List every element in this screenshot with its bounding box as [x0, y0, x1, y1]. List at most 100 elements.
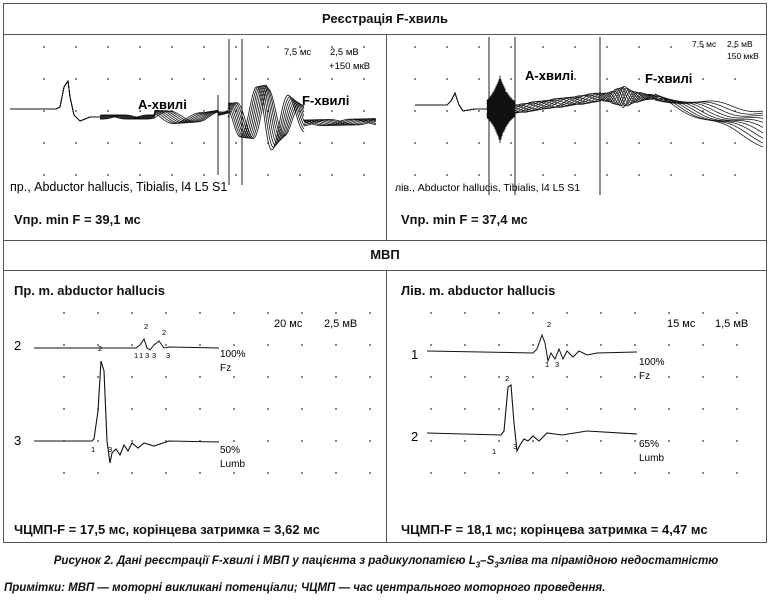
grid-dots — [63, 312, 371, 474]
grid-dot — [670, 174, 672, 176]
grid-dot — [542, 174, 544, 176]
grid-dot — [369, 408, 371, 410]
figure-table: Реєстрація F-хвиль 7,5 мс 2,5 мВ +150 мк… — [3, 3, 767, 543]
grid-dot — [335, 344, 337, 346]
grid-dot — [464, 376, 466, 378]
grid-dot — [638, 110, 640, 112]
grid-dot — [267, 472, 269, 474]
fwave-left-traces: 7,5 мс 2,5 мВ +150 мкВ А-хвилі F-хвилі п… — [10, 39, 377, 194]
grid-dot — [702, 376, 704, 378]
marker: 3 — [145, 351, 149, 360]
fwave-result: Vпр. min F = 39,1 мс — [14, 212, 141, 227]
grid-dot — [600, 344, 602, 346]
grid-dot — [63, 408, 65, 410]
grid-dot — [668, 312, 670, 314]
grid-dot — [498, 376, 500, 378]
grid-dot — [702, 312, 704, 314]
grid-dot — [638, 174, 640, 176]
grid-dot — [369, 312, 371, 314]
grid-dot — [299, 46, 301, 48]
grid-dot — [600, 312, 602, 314]
mep-result: ЧЦМП-F = 18,1 мс; корінцева затримка = 4… — [401, 522, 708, 537]
grid-dot — [267, 376, 269, 378]
grid-dot — [532, 312, 534, 314]
grid-dot — [267, 408, 269, 410]
grid-dot — [736, 472, 738, 474]
grid-dot — [446, 78, 448, 80]
grid-dot — [668, 376, 670, 378]
grid-dot — [566, 376, 568, 378]
grid-dot — [638, 78, 640, 80]
grid-dot — [43, 46, 45, 48]
trace-number: 1 — [411, 347, 418, 362]
trace-path — [415, 75, 764, 135]
grid-dot — [414, 174, 416, 176]
fwave-right-traces: 7,5 мс 2,5 мВ 150 мкВ А-хвилі F-хвилі лі… — [395, 37, 764, 195]
grid-dot — [199, 472, 201, 474]
grid-dot — [634, 312, 636, 314]
trace-path — [10, 79, 377, 144]
muscle-label: лів., Abductor hallucis, Tibialis, l4 L5… — [395, 182, 580, 194]
grid-dot — [335, 408, 337, 410]
grid-dot — [600, 472, 602, 474]
grid-dot — [566, 440, 568, 442]
scale-amplitude-2: 150 мкВ — [727, 51, 759, 61]
divider — [386, 270, 387, 543]
grid-dot — [363, 46, 365, 48]
grid-dot — [267, 78, 269, 80]
grid-dot — [107, 110, 109, 112]
grid-dot — [600, 376, 602, 378]
grid-dot — [542, 46, 544, 48]
marker: 1 — [139, 351, 143, 360]
grid-dot — [702, 408, 704, 410]
grid-dot — [199, 312, 201, 314]
grid-dot — [736, 312, 738, 314]
grid-dot — [171, 142, 173, 144]
muscle-label: пр., Abductor hallucis, Tibialis, l4 L5 … — [10, 180, 227, 194]
grid-dot — [734, 142, 736, 144]
grid-dot — [464, 440, 466, 442]
grid-dot — [139, 46, 141, 48]
grid-dot — [478, 110, 480, 112]
grid-dot — [542, 78, 544, 80]
grid-dot — [267, 344, 269, 346]
grid-dot — [301, 376, 303, 378]
grid-dot — [331, 142, 333, 144]
grid-dot — [414, 46, 416, 48]
trace-number: 3 — [14, 433, 21, 448]
grid-dot — [446, 142, 448, 144]
grid-dot — [414, 110, 416, 112]
section-title-mep: МВП — [370, 247, 400, 262]
trace-number: 2 — [14, 338, 21, 353]
grid-dot — [606, 174, 608, 176]
grid-dot — [736, 344, 738, 346]
marker: 1 — [91, 445, 95, 454]
grid-dot — [203, 46, 205, 48]
trace-path — [10, 79, 376, 140]
trace-path — [426, 333, 638, 363]
marker: 3 — [152, 351, 156, 360]
grid-dot — [363, 174, 365, 176]
grid-dot — [542, 110, 544, 112]
grid-dot — [43, 174, 45, 176]
marker: 3 — [513, 442, 517, 451]
grid-dot — [335, 472, 337, 474]
trace-path — [415, 78, 764, 144]
grid-dot — [233, 408, 235, 410]
grid-dot — [131, 408, 133, 410]
grid-dot — [702, 78, 704, 80]
scale-time: 7,5 мс — [284, 47, 311, 58]
grid-dot — [267, 440, 269, 442]
grid-dot — [235, 142, 237, 144]
grid-dot — [75, 78, 77, 80]
grid-dot — [566, 408, 568, 410]
grid-dot — [331, 110, 333, 112]
grid-dot — [464, 408, 466, 410]
grid-dot — [446, 46, 448, 48]
grid-dot — [107, 174, 109, 176]
grid-dot — [63, 472, 65, 474]
grid-dot — [736, 408, 738, 410]
grid-dot — [301, 408, 303, 410]
grid-dot — [63, 312, 65, 314]
grid-dot — [566, 472, 568, 474]
